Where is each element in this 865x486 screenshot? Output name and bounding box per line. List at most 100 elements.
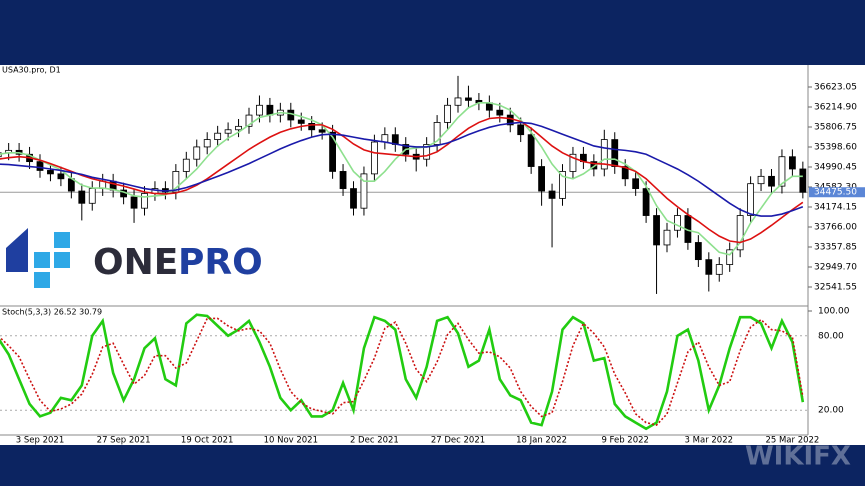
y-tick-label: 36623.05: [814, 82, 857, 92]
x-tick-label: 27 Dec 2021: [431, 436, 485, 446]
logo-icon: [54, 232, 70, 248]
last-price-label: 34475.50: [814, 188, 857, 198]
x-tick-label: 27 Sep 2021: [97, 436, 151, 446]
candle-body: [548, 190, 556, 199]
candle-body: [778, 156, 786, 187]
y-tick-label: 32949.70: [814, 262, 857, 272]
logo-icon: [34, 252, 50, 268]
x-tick-label: 2 Dec 2021: [350, 436, 399, 446]
candle-body: [141, 193, 148, 209]
y-tick-label: 34174.15: [814, 202, 857, 212]
candle-body: [318, 129, 326, 133]
candle-body: [444, 104, 451, 123]
y-tick-label: 35806.75: [814, 122, 857, 132]
logo-icon: [6, 228, 28, 272]
candle-body: [747, 183, 754, 216]
candle-body: [559, 171, 566, 199]
candle-body: [78, 190, 86, 204]
y-tick-label: 20.00: [818, 406, 844, 416]
candle-body: [527, 134, 535, 167]
y-tick-label: 34990.45: [814, 162, 857, 172]
candle-body: [172, 171, 180, 193]
y-tick-label: 35398.60: [814, 142, 857, 152]
candle-body: [715, 264, 723, 275]
candle-body: [47, 170, 54, 175]
x-tick-label: 10 Nov 2021: [264, 436, 318, 446]
candle-body: [789, 156, 796, 170]
candle-body: [663, 229, 671, 246]
candle-body: [256, 104, 263, 116]
x-tick-label: 19 Oct 2021: [181, 436, 234, 446]
candle-body: [245, 114, 253, 127]
candle-body: [694, 242, 702, 261]
candle-body: [757, 175, 765, 185]
candle-body: [193, 146, 201, 160]
candle-body: [235, 125, 242, 131]
candle-body: [36, 161, 44, 171]
stoch-line: [0, 313, 805, 431]
candle-body: [653, 215, 660, 246]
candle-body: [433, 122, 441, 145]
y-tick-label: 80.00: [818, 331, 844, 341]
watermark: WIKIFX: [745, 442, 851, 472]
y-tick-label: 32541.55: [814, 282, 857, 292]
candle-body: [203, 139, 211, 148]
candle-body: [736, 215, 744, 251]
candle-body: [768, 175, 775, 187]
candle-body: [454, 97, 462, 106]
logo-icon: [34, 272, 50, 288]
candle-body: [130, 196, 138, 209]
candle-body: [0, 152, 2, 158]
candle-body: [517, 124, 525, 136]
candle-body: [360, 173, 368, 209]
moving-average: [0, 121, 804, 217]
y-tick-label: 100.00: [818, 307, 850, 317]
x-tick-label: 3 Sep 2021: [16, 436, 64, 446]
y-tick-label: 33766.00: [814, 222, 857, 232]
logo-text: PRO: [178, 242, 263, 283]
candle-body: [600, 139, 608, 170]
x-tick-label: 18 Jan 2022: [516, 436, 567, 446]
candle-body: [423, 144, 431, 160]
x-tick-label: 9 Feb 2022: [601, 436, 649, 446]
candle-body: [57, 173, 65, 180]
candle-body: [339, 171, 347, 189]
stoch-title: Stoch(5,3,3) 26.52 30.79: [2, 308, 102, 317]
candle-body: [182, 158, 190, 172]
signal-line: [0, 317, 804, 426]
candle-body: [611, 139, 619, 167]
candle-body: [538, 166, 545, 192]
candle-body: [705, 259, 713, 275]
candle-body: [621, 166, 629, 180]
price-title: USA30.pro, D1: [2, 66, 61, 75]
y-tick-label: 33357.85: [814, 242, 857, 252]
logo-text: ONE: [93, 242, 178, 283]
candle-body: [308, 123, 316, 131]
candle-body: [329, 131, 337, 172]
candle-body: [642, 188, 650, 216]
candle-body: [297, 119, 305, 124]
moving-average: [0, 102, 803, 256]
candle-body: [287, 109, 295, 121]
logo-icon: [54, 252, 70, 268]
candle-body: [266, 104, 274, 116]
y-tick-label: 36214.90: [814, 102, 857, 112]
moving-average: [0, 116, 804, 244]
candle-body: [370, 141, 378, 175]
candle-body: [224, 129, 232, 134]
candle-body: [496, 109, 504, 116]
candle-body: [569, 153, 577, 172]
candle-body: [674, 215, 681, 231]
candle-body: [465, 97, 472, 101]
candle-body: [88, 188, 96, 204]
candle-body: [632, 178, 640, 189]
candle-body: [799, 168, 807, 193]
x-tick-label: 25 Mar 2022: [765, 436, 819, 446]
candle-body: [350, 188, 357, 209]
candle-body: [214, 132, 222, 140]
candle-body: [726, 249, 734, 265]
x-tick-label: 3 Mar 2022: [685, 436, 733, 446]
last-price-box: [809, 187, 865, 198]
logo: ONE PRO: [6, 228, 263, 288]
